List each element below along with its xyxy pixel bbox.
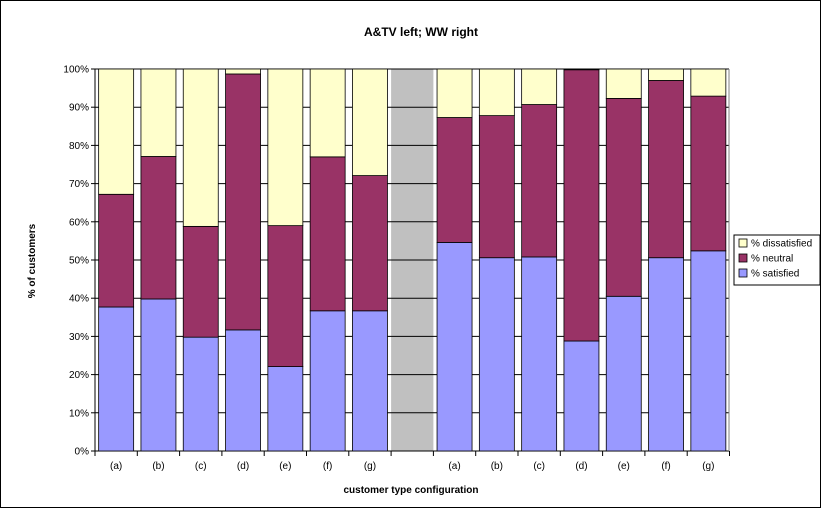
y-tick-label: 50% xyxy=(69,256,89,267)
y-tick-label: 10% xyxy=(69,408,89,419)
bar-segment xyxy=(690,95,727,252)
x-tick-label: (d) xyxy=(575,461,587,472)
y-tick-label: 70% xyxy=(69,179,89,190)
bar-segment xyxy=(521,68,558,105)
bar-segment xyxy=(563,340,600,452)
y-tick-label: 90% xyxy=(69,103,89,114)
bar-segment xyxy=(478,257,515,452)
x-tick-label: (b) xyxy=(491,461,503,472)
bar-segment xyxy=(98,306,135,452)
y-tick-label: 30% xyxy=(69,332,89,343)
x-tick-label: (g) xyxy=(702,461,714,472)
x-tick-label: (a) xyxy=(110,461,122,472)
bar-segment xyxy=(182,336,219,452)
x-tick-label: (f) xyxy=(661,461,670,472)
y-axis-label: % of customers xyxy=(27,223,38,298)
bar-segment xyxy=(267,225,304,367)
y-tick-label: 100% xyxy=(63,65,89,76)
bar-segment xyxy=(225,68,261,75)
legend-swatch xyxy=(738,238,748,248)
bar-segment xyxy=(182,225,219,338)
x-tick-label: (c) xyxy=(533,461,545,472)
bar-segment xyxy=(98,68,135,195)
bar-segment xyxy=(690,68,727,97)
bar-segment xyxy=(267,68,304,227)
bar-segment xyxy=(352,68,388,176)
bar-segment xyxy=(690,250,727,452)
legend-box xyxy=(733,234,821,286)
bar-segment xyxy=(140,156,177,300)
legend-label: % neutral xyxy=(751,254,793,265)
bar-segment xyxy=(563,68,600,71)
bar-segment xyxy=(225,329,261,452)
x-tick-label: (e) xyxy=(618,461,630,472)
bar-segment xyxy=(563,69,600,342)
bar-segment xyxy=(605,68,642,99)
chart-title: A&TV left; WW right xyxy=(364,25,478,39)
legend-label: % dissatisfied xyxy=(751,239,812,250)
bar-segment xyxy=(521,104,558,258)
bar-segment xyxy=(225,73,261,331)
x-tick-label: (d) xyxy=(237,461,249,472)
bar-segment xyxy=(436,68,473,118)
plot-area: 0% 10% 20% 30% 40% 50% 60% 70% 80% 90% 100% (a) (b) (… xyxy=(63,65,730,472)
x-tick-label: (f) xyxy=(323,461,332,472)
bar-segment xyxy=(309,68,346,158)
y-tick-label: 80% xyxy=(69,141,89,152)
bar-segment xyxy=(436,242,473,452)
bar-segment xyxy=(436,117,473,243)
x-tick-label: (g) xyxy=(364,461,376,472)
legend-label: % satisfied xyxy=(751,269,799,280)
bar-segment xyxy=(267,366,304,452)
bar-segment xyxy=(140,298,177,452)
bar-segment xyxy=(309,156,346,312)
legend: % dissatisfied % neutral % satisfied xyxy=(733,234,821,286)
x-tick-label: (e) xyxy=(279,461,291,472)
x-tick-label: (c) xyxy=(195,461,207,472)
bar-segment xyxy=(352,310,388,452)
bar-segment xyxy=(521,256,558,452)
bar-segment xyxy=(648,68,684,81)
x-tick-label: (b) xyxy=(152,461,164,472)
y-tick-label: 40% xyxy=(69,294,89,305)
bar-segment xyxy=(605,295,642,452)
bar-segment xyxy=(140,68,177,157)
bar-segment xyxy=(605,98,642,297)
x-axis-label: customer type configuration xyxy=(343,485,478,496)
bar-segment xyxy=(309,310,346,452)
bar-segment xyxy=(648,257,684,452)
y-tick-label: 0% xyxy=(75,447,90,458)
bar-segment xyxy=(98,193,135,308)
bar-segment xyxy=(648,80,684,259)
legend-swatch xyxy=(738,253,748,263)
bar-segment xyxy=(478,68,515,117)
x-tick-label: (a) xyxy=(448,461,460,472)
bar-segment xyxy=(182,68,219,227)
y-tick-label: 20% xyxy=(69,370,89,381)
y-tick-label: 60% xyxy=(69,217,89,228)
bar-segment xyxy=(478,115,515,259)
legend-swatch xyxy=(738,268,748,278)
bar-segment xyxy=(352,175,388,312)
